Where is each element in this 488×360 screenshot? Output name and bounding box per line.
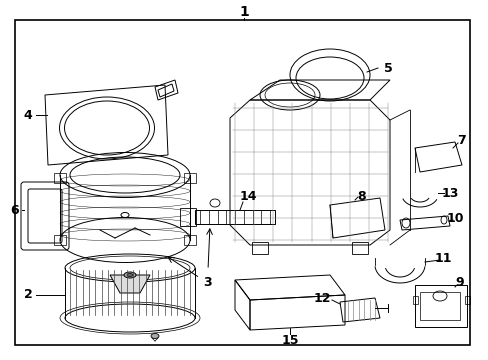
Bar (464, 296, 469, 304)
Bar (419, 292, 459, 320)
Text: 1: 1 (239, 5, 248, 19)
Text: 2: 2 (23, 288, 32, 302)
Polygon shape (110, 275, 150, 293)
Bar (414, 285, 466, 327)
Text: 14: 14 (239, 189, 256, 202)
Ellipse shape (124, 272, 136, 278)
Bar (183, 173, 196, 183)
Text: 12: 12 (313, 292, 330, 305)
Bar (183, 235, 196, 245)
Ellipse shape (127, 274, 133, 276)
Text: 6: 6 (11, 203, 19, 216)
Text: 9: 9 (455, 275, 464, 288)
Bar (54, 173, 66, 183)
Bar (351, 242, 367, 254)
Text: 4: 4 (23, 108, 32, 122)
Bar (180, 208, 196, 226)
Text: 3: 3 (203, 275, 212, 288)
Text: 8: 8 (357, 189, 366, 202)
Text: 7: 7 (457, 134, 466, 147)
Bar (195, 210, 274, 224)
Bar (412, 296, 417, 304)
Text: 5: 5 (383, 62, 391, 75)
Text: 11: 11 (433, 252, 451, 265)
Text: 10: 10 (446, 212, 463, 225)
Text: 15: 15 (281, 333, 298, 346)
Bar (54, 235, 66, 245)
Ellipse shape (151, 333, 159, 338)
Text: 13: 13 (440, 186, 458, 199)
Bar (251, 242, 267, 254)
